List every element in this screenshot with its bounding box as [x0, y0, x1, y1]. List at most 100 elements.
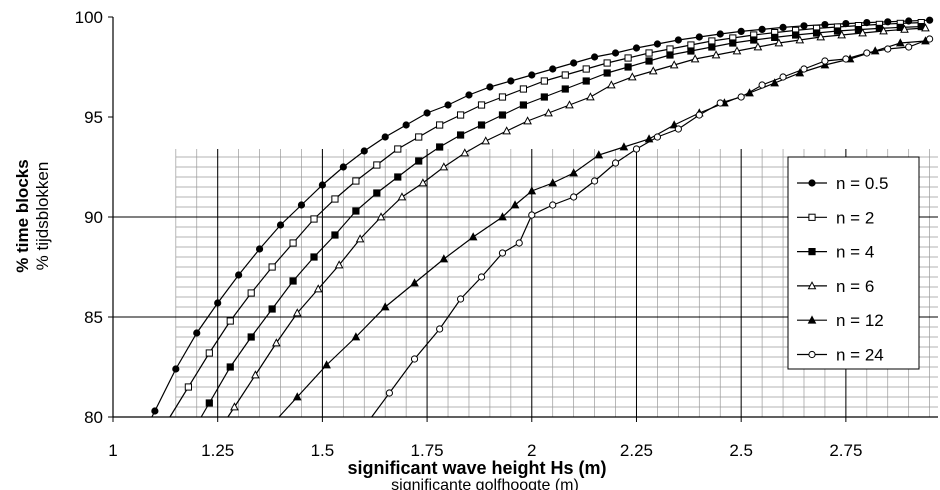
data-point	[415, 157, 423, 165]
data-point	[632, 145, 641, 153]
legend-label: n = 12	[836, 311, 884, 330]
data-point	[184, 383, 192, 391]
data-point	[816, 32, 826, 41]
data-point	[205, 399, 213, 407]
data-point	[247, 289, 255, 297]
legend-label: n = 6	[836, 277, 874, 296]
y-axis-label: % time blocks	[13, 159, 32, 272]
y-tick-label: 90	[84, 208, 103, 227]
data-point	[603, 69, 611, 77]
data-point	[397, 192, 407, 201]
y-tick-label: 100	[75, 8, 103, 27]
series-5	[278, 36, 930, 418]
data-point	[905, 43, 913, 51]
data-point	[716, 30, 724, 38]
data-point	[318, 181, 326, 189]
data-point	[360, 147, 368, 155]
data-point	[561, 71, 569, 79]
data-point	[255, 245, 264, 253]
data-point	[674, 36, 682, 44]
data-point	[645, 57, 653, 65]
data-point	[624, 54, 632, 62]
tick-labels: 1 1.25 1.5 1.75 2 2.25 2.5 2.75 80 85 90 95 100	[75, 8, 863, 460]
data-point	[394, 173, 402, 181]
data-point	[373, 189, 381, 197]
x-tick-label: 2.25	[620, 441, 653, 460]
data-point	[205, 349, 213, 357]
series-line	[371, 38, 930, 418]
y-tick-label: 80	[84, 408, 103, 427]
data-point	[800, 65, 808, 73]
data-point	[708, 43, 716, 51]
data-point	[708, 37, 716, 45]
data-point	[468, 232, 478, 241]
legend-marker	[808, 350, 816, 359]
legend-label: n = 2	[836, 208, 874, 227]
data-point	[624, 63, 632, 71]
legend-marker	[807, 281, 817, 290]
data-point	[833, 27, 842, 35]
data-point	[498, 249, 507, 257]
data-point	[322, 360, 331, 369]
legend-label: n = 4	[836, 243, 874, 262]
data-point	[921, 23, 930, 32]
data-point	[439, 254, 449, 263]
legend-box	[787, 156, 920, 370]
legend-marker	[807, 315, 817, 324]
data-point	[436, 121, 444, 129]
data-point	[355, 234, 365, 243]
data-point	[561, 85, 569, 93]
data-point	[758, 25, 766, 33]
data-point	[292, 392, 302, 401]
data-point	[230, 402, 239, 411]
data-point	[214, 299, 222, 307]
data-point	[690, 54, 700, 63]
data-point	[515, 239, 523, 247]
data-point	[795, 35, 805, 44]
data-point	[854, 26, 863, 34]
data-point	[812, 29, 821, 37]
data-point	[926, 16, 934, 24]
data-point	[519, 85, 528, 93]
data-point	[271, 338, 281, 347]
y-tick-label: 95	[84, 108, 103, 127]
data-point	[310, 253, 318, 261]
data-point	[456, 295, 465, 303]
data-point	[226, 317, 234, 325]
data-point	[653, 40, 662, 48]
data-point	[582, 65, 590, 73]
data-point	[627, 72, 637, 81]
legend-marker	[808, 248, 816, 256]
data-point	[821, 57, 829, 65]
y-axis-label-secondary: % tijdsblokken	[33, 162, 52, 271]
data-point	[172, 365, 180, 373]
data-point	[669, 120, 679, 129]
data-point	[695, 111, 703, 119]
data-point	[444, 101, 452, 109]
data-point	[477, 101, 486, 109]
data-point	[394, 145, 402, 153]
data-point	[732, 46, 742, 55]
data-point	[795, 68, 805, 77]
x-tick-label: 1.5	[311, 441, 335, 460]
data-point	[666, 45, 674, 53]
x-tick-label: 2.75	[829, 441, 862, 460]
data-point	[548, 178, 558, 187]
data-point	[569, 168, 578, 177]
data-point	[737, 93, 745, 101]
data-point	[863, 49, 871, 57]
data-point	[895, 38, 905, 47]
data-point	[590, 53, 599, 61]
data-point	[821, 21, 829, 29]
data-point	[423, 109, 431, 117]
legend-marker	[808, 179, 816, 187]
data-point	[528, 211, 536, 219]
data-point	[884, 45, 892, 53]
data-point	[436, 143, 444, 151]
data-point	[800, 22, 808, 30]
data-point	[549, 201, 557, 209]
data-point	[858, 28, 867, 37]
data-point	[380, 302, 390, 311]
data-point	[523, 116, 532, 125]
data-point	[753, 42, 763, 51]
